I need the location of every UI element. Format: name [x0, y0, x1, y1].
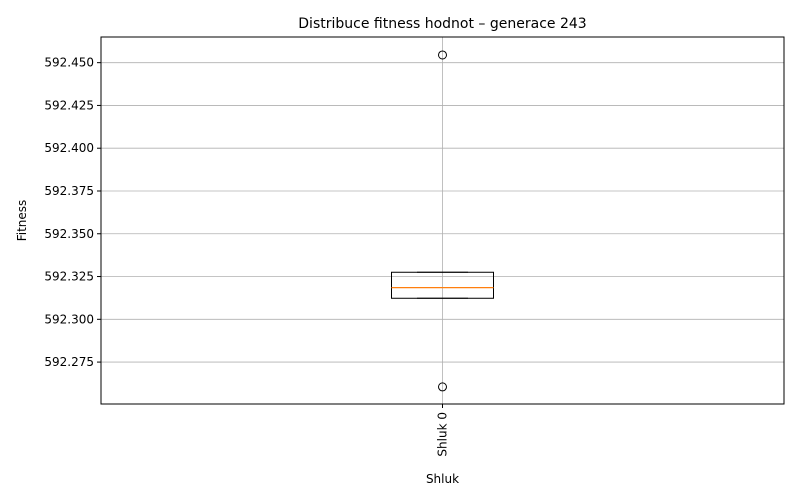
grid-layer [101, 37, 784, 404]
y-tick-label: 592.275 [44, 355, 94, 369]
x-axis-label: Shluk [426, 472, 459, 486]
outlier-point [438, 382, 447, 392]
outlier-point [438, 50, 447, 60]
y-tick-label: 592.375 [44, 184, 94, 198]
x-tick-label: Shluk 0 [436, 412, 450, 457]
y-tick-label: 592.300 [44, 312, 94, 326]
box-layer [391, 50, 494, 392]
y-tick-label: 592.425 [44, 98, 94, 112]
y-tick-label: 592.400 [44, 141, 94, 155]
chart-title: Distribuce fitness hodnot – generace 243 [298, 16, 586, 32]
y-tick-label: 592.350 [44, 227, 94, 241]
y-axis-label: Fitness [15, 200, 29, 242]
box-iqr [391, 271, 494, 299]
y-tick-label: 592.325 [44, 270, 94, 284]
tick-layer: 592.275 592.300 592.325 592.350 592.375 592.4… [44, 56, 449, 457]
y-tick-label: 592.450 [44, 56, 94, 70]
